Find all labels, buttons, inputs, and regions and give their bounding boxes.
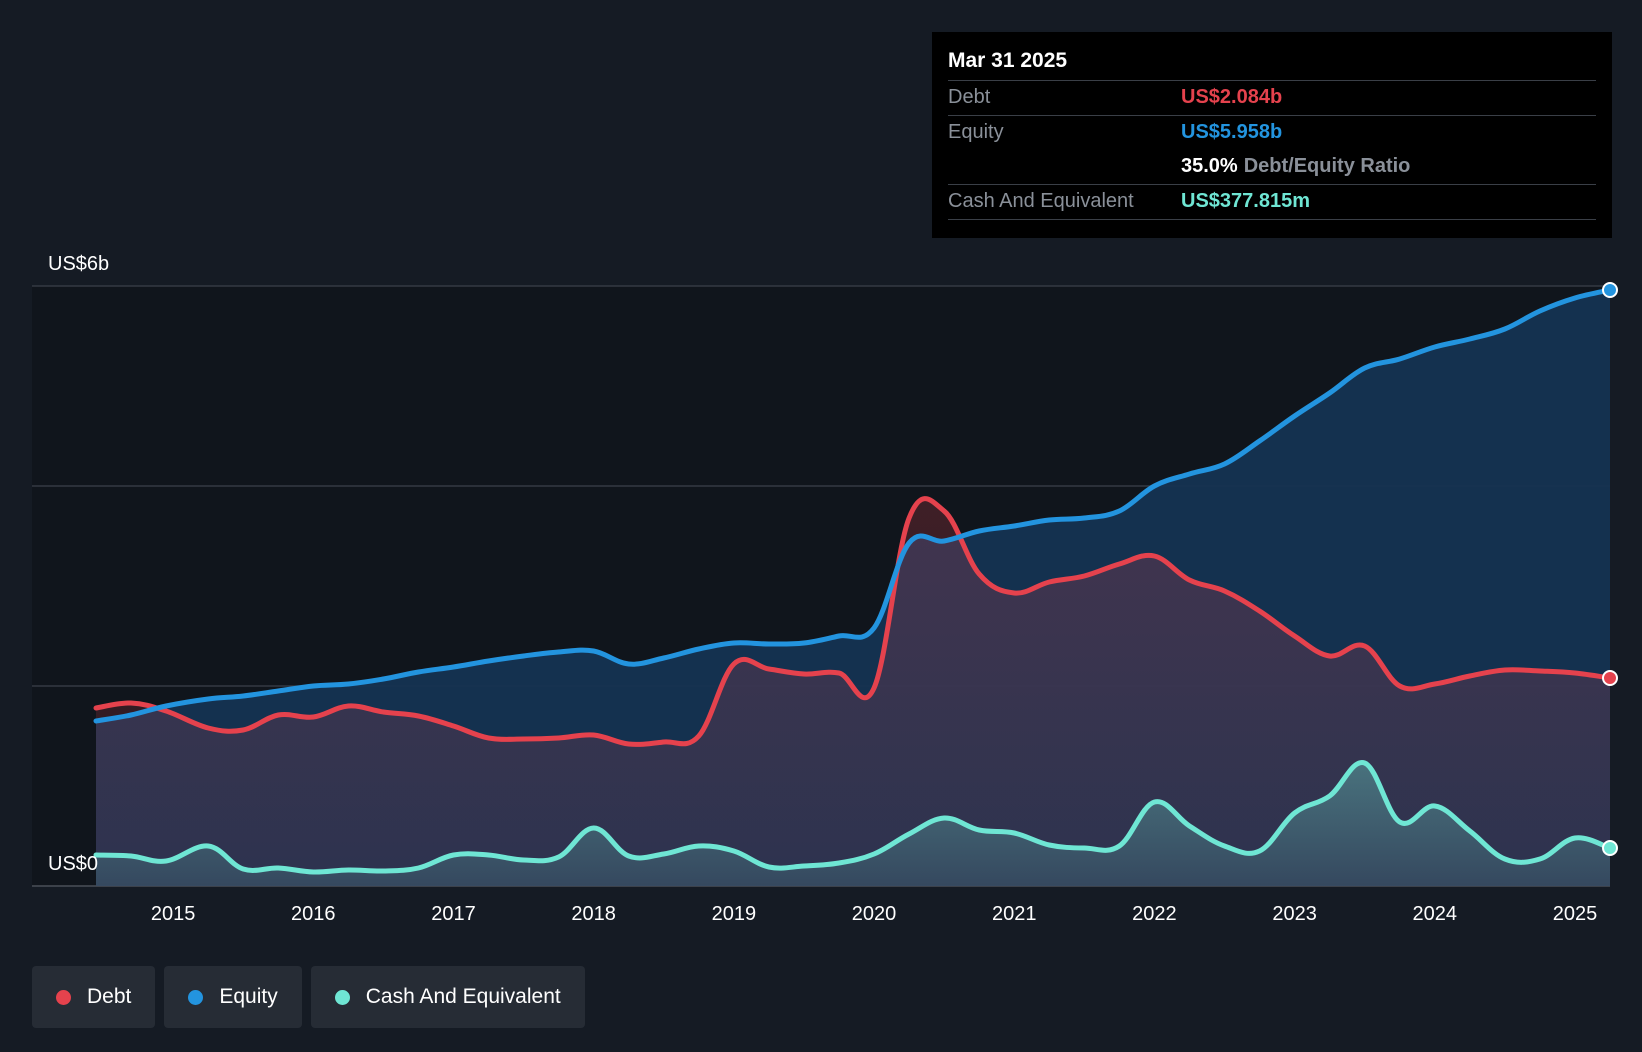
debt-series-line [93, 496, 1613, 747]
equity-end-point [1602, 282, 1618, 298]
x-tick-label: 2017 [431, 903, 476, 925]
tooltip-cash-label: Cash And Equivalent [948, 190, 1134, 212]
x-tick-label: 2024 [1413, 903, 1458, 925]
x-tick-label: 2019 [712, 903, 757, 925]
y-axis-zero-label: US$0 [48, 853, 98, 875]
cash-end-point [1602, 840, 1618, 856]
x-tick-label: 2015 [151, 903, 196, 925]
tooltip-cash-value: US$377.815m [1181, 190, 1310, 212]
legend-dot-debt-icon [56, 989, 71, 1005]
x-tick-label: 2020 [852, 903, 897, 925]
x-tick-label: 2022 [1132, 903, 1177, 925]
tooltip-debt-row: Debt US$2.084b [948, 81, 1596, 116]
tooltip-equity-label: Equity [948, 121, 1004, 143]
legend-label-debt: Debt [87, 985, 132, 1008]
tooltip-equity-value: US$5.958b [1181, 121, 1283, 143]
tooltip-debt-label: Debt [948, 86, 991, 108]
x-tick-label: 2023 [1272, 903, 1317, 925]
legend-item-debt[interactable]: Debt [32, 966, 156, 1028]
x-tick-label: 2018 [571, 903, 616, 925]
y-axis-top-label: US$6b [48, 253, 109, 275]
legend-label-equity: Equity [219, 985, 278, 1008]
tooltip-ratio-spacer [948, 150, 1181, 184]
legend-item-cash[interactable]: Cash And Equivalent [310, 966, 585, 1028]
x-tick-label: 2016 [291, 903, 336, 925]
tooltip-debt-value: US$2.084b [1181, 86, 1283, 108]
tooltip-date: Mar 31 2025 [948, 46, 1596, 81]
legend-item-equity[interactable]: Equity [164, 966, 302, 1028]
legend-dot-cash-icon [334, 989, 350, 1005]
legend-label-cash: Cash And Equivalent [365, 985, 561, 1008]
x-tick-label: 2025 [1553, 903, 1598, 925]
tooltip-equity-row: Equity US$5.958b [948, 116, 1596, 150]
tooltip-ratio-row: 35.0% Debt/Equity Ratio [948, 150, 1596, 185]
equity-series-line [93, 287, 1613, 724]
cash-series-line [93, 760, 1613, 875]
tooltip-cash-row: Cash And Equivalent US$377.815m [948, 185, 1596, 220]
tooltip-ratio-value: 35.0% [1181, 155, 1238, 177]
legend-dot-equity-icon [188, 989, 204, 1005]
legend: Debt Equity Cash And Equivalent [32, 966, 585, 1028]
tooltip-ratio-label: Debt/Equity Ratio [1243, 155, 1411, 177]
debt-end-point [1602, 670, 1618, 686]
tooltip-panel: Mar 31 2025 Debt US$2.084b Equity US$5.9… [932, 32, 1612, 238]
x-tick-label: 2021 [992, 903, 1037, 925]
